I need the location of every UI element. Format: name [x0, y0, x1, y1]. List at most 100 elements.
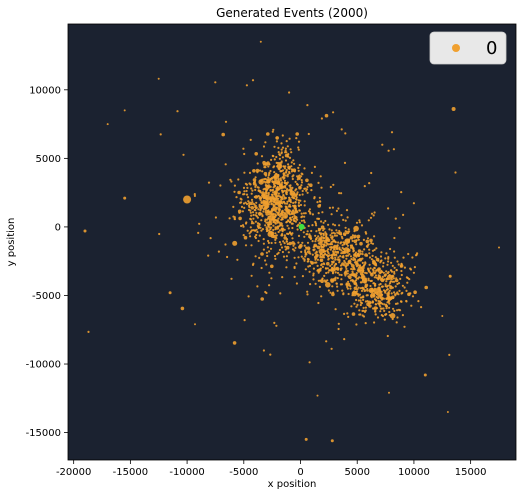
data-point [292, 209, 295, 212]
data-point [238, 211, 241, 214]
data-point [226, 255, 229, 259]
data-point [306, 293, 309, 296]
data-point [380, 307, 383, 310]
data-point [281, 181, 284, 184]
y-tick-label: 0 [55, 222, 61, 233]
data-point [370, 242, 373, 245]
data-point [240, 224, 243, 228]
data-point [353, 302, 356, 305]
data-point [331, 292, 335, 297]
data-point [366, 237, 370, 240]
y-tick-label: -5000 [32, 291, 61, 302]
data-point [249, 183, 252, 186]
legend-label: 0 [486, 38, 497, 59]
data-point [338, 224, 341, 227]
data-point [285, 255, 288, 258]
data-point [328, 243, 332, 246]
data-point [373, 235, 376, 238]
data-point [298, 177, 301, 180]
data-point [282, 255, 286, 258]
data-point [337, 207, 340, 210]
data-point [276, 186, 279, 189]
data-point [267, 223, 270, 226]
data-point [293, 192, 296, 195]
data-point [281, 185, 284, 188]
data-point [326, 267, 329, 270]
data-point [311, 262, 314, 265]
data-point [366, 287, 369, 291]
data-point [383, 318, 386, 321]
data-point [336, 231, 339, 234]
data-point [271, 130, 274, 133]
data-point [292, 168, 297, 172]
data-point [341, 250, 346, 255]
data-point [257, 239, 260, 243]
data-point [267, 165, 270, 168]
data-point [357, 249, 362, 253]
data-point [344, 226, 347, 229]
data-point [377, 274, 380, 277]
data-point [287, 251, 290, 254]
data-point [279, 202, 282, 205]
data-point [285, 259, 288, 262]
data-point [361, 261, 364, 264]
data-point [233, 218, 236, 221]
data-point [405, 299, 408, 303]
data-point [346, 287, 349, 290]
y-tick-label: 5000 [36, 154, 61, 165]
data-point [358, 313, 361, 316]
y-tick-label: -10000 [26, 360, 61, 371]
data-point [367, 270, 370, 273]
data-point [277, 217, 280, 220]
data-point [334, 241, 337, 244]
data-point [310, 229, 313, 233]
data-point [333, 248, 336, 251]
data-point [356, 236, 360, 239]
data-point [344, 261, 347, 264]
data-point [348, 259, 351, 262]
data-point [281, 169, 285, 172]
data-point [325, 253, 328, 257]
data-point [354, 292, 357, 295]
data-point [270, 226, 273, 229]
data-point [327, 243, 330, 246]
data-point [245, 221, 248, 224]
data-point [378, 268, 381, 271]
data-point [340, 192, 343, 195]
data-point [266, 132, 270, 136]
data-point [275, 182, 278, 185]
data-point [332, 277, 337, 282]
data-point [394, 294, 397, 297]
data-point [269, 228, 272, 231]
data-point [286, 188, 289, 191]
data-point [279, 179, 283, 182]
data-point [250, 206, 255, 210]
data-point [272, 128, 275, 131]
data-point [285, 240, 288, 243]
data-point [365, 239, 370, 244]
data-point [322, 229, 325, 232]
data-point [386, 272, 389, 275]
data-point [370, 295, 373, 298]
data-point [197, 231, 200, 234]
data-point [260, 201, 263, 204]
data-point [368, 248, 371, 251]
data-point [279, 292, 282, 295]
data-point [214, 81, 217, 84]
data-point [358, 264, 362, 267]
data-point [335, 247, 339, 251]
data-point [325, 244, 328, 247]
data-point [451, 107, 456, 111]
data-point [250, 244, 253, 247]
data-point [287, 163, 290, 166]
data-point [298, 193, 301, 197]
data-point [271, 193, 274, 197]
data-point [392, 148, 395, 151]
data-point [423, 373, 427, 377]
data-point [273, 171, 276, 174]
data-point [403, 286, 406, 289]
data-point [282, 174, 285, 178]
data-point [262, 163, 266, 166]
data-point [273, 192, 276, 195]
